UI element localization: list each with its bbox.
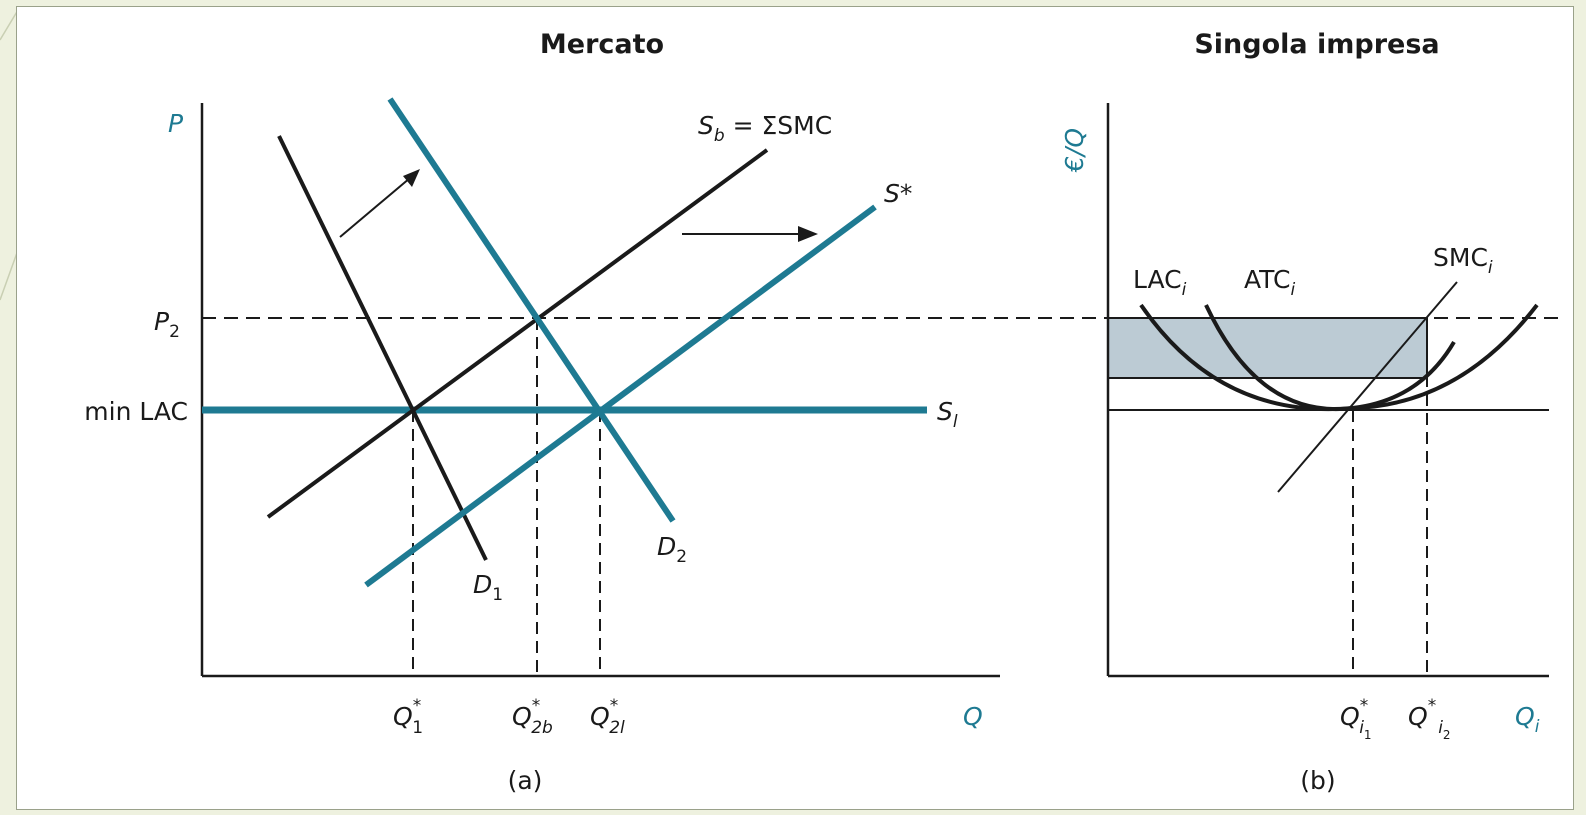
panel-a-x-axis-label: Q — [963, 702, 983, 731]
min-lac-label: min LAC — [84, 397, 188, 426]
p2-label: P2 — [154, 307, 180, 342]
panel-b-title: Singola impresa — [1194, 29, 1439, 60]
panel-b-caption: (b) — [1300, 766, 1335, 795]
q2b-label: Q* 2b — [512, 696, 553, 738]
d1-curve — [277, 135, 488, 561]
smc-label: SMCi — [1433, 243, 1493, 278]
q2l-label: Q* 2l — [590, 696, 625, 738]
sb-curve — [266, 148, 769, 519]
atc-label: ATCi — [1244, 265, 1295, 300]
panel-a-title: Mercato — [540, 29, 664, 60]
slide-decoration — [0, 9, 19, 301]
panel-a-y-axis-label: P — [168, 109, 184, 138]
shift-arrow-supply — [682, 226, 818, 242]
sb-label: Sb = ΣSMC — [698, 111, 832, 146]
shift-arrow-demand — [339, 169, 420, 238]
panel-firm: Singola impresa €/Q LACi ATCi SMCi Q* i1 … — [1060, 29, 1549, 795]
lac-label: LACi — [1133, 265, 1187, 300]
s-star-curve — [364, 204, 877, 588]
qi1-label: Q* i1 — [1340, 696, 1372, 742]
d2-curve — [387, 97, 676, 523]
q1-label: Q* 1 — [393, 696, 423, 738]
d2-label: D2 — [657, 532, 687, 567]
qi2-label: Q*i2 — [1408, 696, 1451, 742]
panel-a-caption: (a) — [508, 766, 543, 795]
smc-curve — [1277, 281, 1458, 493]
atc-curve — [1204, 304, 1456, 412]
panel-b-y-axis-label: €/Q — [1060, 128, 1089, 173]
panel-market: Mercato P Q P2 min LAC — [84, 29, 1560, 795]
panel-b-x-axis-label: Qi — [1515, 702, 1540, 737]
d1-label: D1 — [473, 570, 503, 605]
sl-label: Sl — [937, 397, 958, 432]
s-star-label: S* — [884, 179, 912, 208]
